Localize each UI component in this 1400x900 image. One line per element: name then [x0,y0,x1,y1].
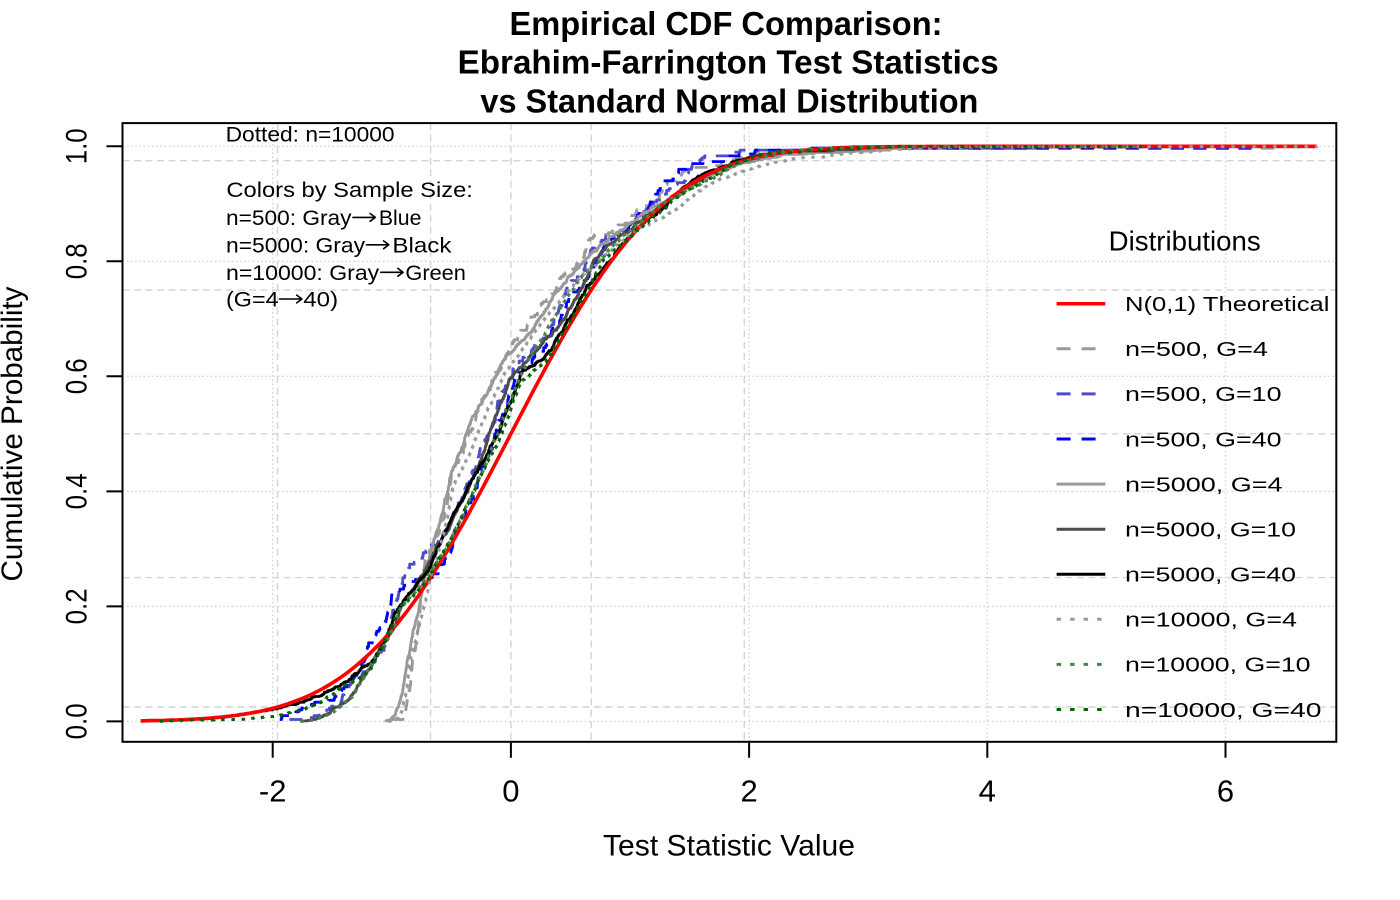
svg-text:-2: -2 [259,774,287,809]
svg-text:Distributions: Distributions [1109,226,1261,257]
svg-text:n=500, G=4: n=500, G=4 [1125,339,1268,361]
svg-text:(G=4: (G=4 [226,289,279,312]
svg-text:Cumulative Probability: Cumulative Probability [0,287,29,582]
svg-text:n=5000: Gray: n=5000: Gray [226,234,366,257]
svg-text:0: 0 [502,774,519,809]
svg-text:0.2: 0.2 [61,588,94,624]
svg-text:n=500: Gray: n=500: Gray [226,207,352,230]
svg-text:n=5000, G=10: n=5000, G=10 [1125,520,1296,542]
svg-text:vs Standard Normal Distributio: vs Standard Normal Distribution [480,83,978,120]
svg-text:6: 6 [1217,774,1234,809]
svg-text:Blue: Blue [379,207,422,230]
svg-text:0.4: 0.4 [61,473,94,509]
svg-text:Colors by Sample Size:: Colors by Sample Size: [226,179,472,202]
svg-text:n=5000, G=4: n=5000, G=4 [1125,474,1283,496]
svg-text:Empirical CDF Comparison:: Empirical CDF Comparison: [510,5,943,42]
svg-text:0.6: 0.6 [61,358,94,394]
svg-text:n=500, G=10: n=500, G=10 [1125,384,1282,406]
svg-text:n=500, G=40: n=500, G=40 [1125,429,1282,451]
svg-text:0.0: 0.0 [61,703,94,739]
svg-text:n=5000, G=40: n=5000, G=40 [1125,565,1296,587]
svg-text:1.0: 1.0 [61,128,94,164]
svg-text:n=10000, G=4: n=10000, G=4 [1125,610,1297,632]
svg-text:Dotted: n=10000: Dotted: n=10000 [226,123,395,146]
svg-text:Ebrahim-Farrington Test Statis: Ebrahim-Farrington Test Statistics [458,44,999,81]
svg-text:n=10000: Gray: n=10000: Gray [226,262,380,285]
svg-text:Test Statistic Value: Test Statistic Value [603,830,855,863]
svg-text:4: 4 [979,774,996,809]
svg-text:40): 40) [303,289,338,312]
svg-text:Green: Green [405,262,466,285]
svg-text:N(0,1) Theoretical: N(0,1) Theoretical [1125,294,1330,316]
svg-text:Black: Black [392,234,452,257]
svg-text:2: 2 [740,774,757,809]
svg-text:n=10000, G=10: n=10000, G=10 [1125,655,1311,677]
svg-text:n=10000, G=40: n=10000, G=40 [1125,700,1322,722]
svg-text:0.8: 0.8 [61,243,94,279]
